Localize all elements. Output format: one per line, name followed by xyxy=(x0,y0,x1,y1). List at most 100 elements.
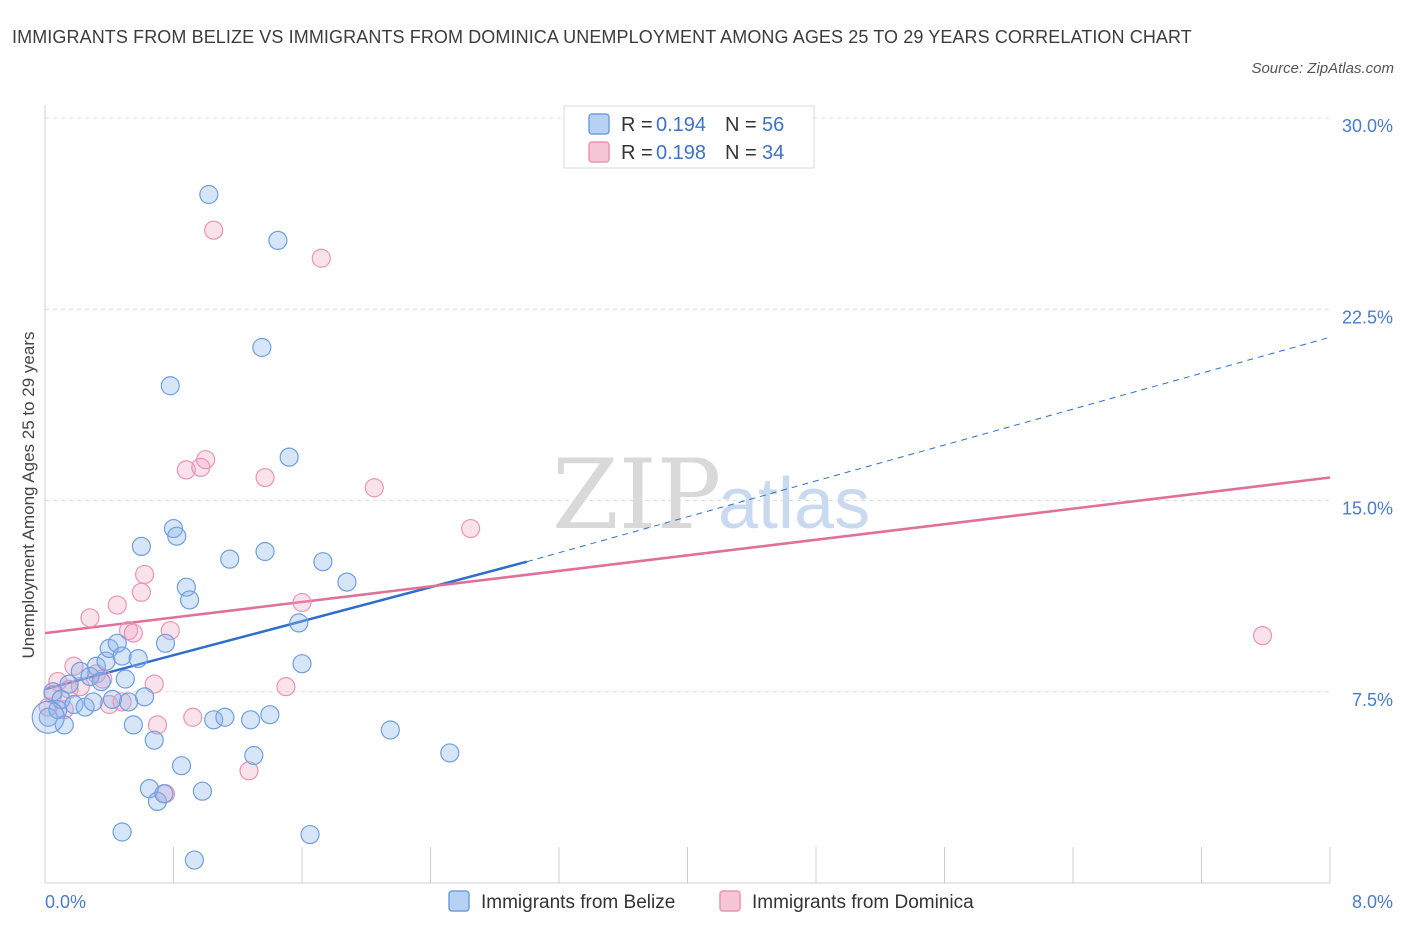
point-belize-32 xyxy=(176,577,196,597)
series-dominica-points xyxy=(38,220,1273,804)
point-belize-53 xyxy=(440,743,460,763)
point-belize-28 xyxy=(160,376,180,396)
point-dominica-28 xyxy=(276,677,296,697)
legend-belize-n-label: N = xyxy=(725,114,757,136)
point-belize-49 xyxy=(300,824,320,845)
point-belize-9 xyxy=(80,666,100,687)
point-belize-48 xyxy=(292,654,312,674)
point-dominica-21 xyxy=(176,460,196,480)
point-dominica-7 xyxy=(80,608,100,628)
point-belize-55 xyxy=(154,784,174,804)
bottom-legend-dominica: Immigrants from Dominica xyxy=(752,892,974,913)
axes xyxy=(44,105,1331,884)
bottom-legend-belize: Immigrants from Belize xyxy=(481,892,675,913)
grid-lines xyxy=(45,117,1330,693)
point-dominica-4 xyxy=(59,679,79,699)
point-belize-17 xyxy=(112,646,132,666)
point-belize-41 xyxy=(244,745,264,766)
tick-labels: 7.5% 15.0% 22.5% 30.0% 0.0% 8.0% xyxy=(45,116,1393,912)
point-belize-46 xyxy=(279,447,299,467)
point-belize-45 xyxy=(268,230,288,250)
legend-dominica-n-label: N = xyxy=(725,142,757,164)
point-dominica-29 xyxy=(292,592,312,613)
point-dominica-20 xyxy=(160,620,180,641)
bottom-legend-swatch-belize xyxy=(448,890,470,912)
watermark-atlas: atlas xyxy=(718,464,870,544)
trend-belize-dashed xyxy=(526,336,1331,563)
point-belize-40 xyxy=(241,710,261,730)
point-belize-5 xyxy=(59,674,79,694)
point-dominica-15 xyxy=(131,582,151,602)
point-belize-16 xyxy=(107,633,127,653)
point-belize-38 xyxy=(215,707,235,727)
legend-box: R = 0.194 N = 56 R = 0.198 N = 34 xyxy=(563,105,815,169)
point-dominica-11 xyxy=(107,595,127,615)
legend-swatch-dominica xyxy=(588,141,610,163)
point-belize-42 xyxy=(252,337,272,358)
point-dominica-25 xyxy=(204,220,224,240)
series-belize-points xyxy=(31,184,460,870)
legend-dominica-r-label: R = xyxy=(621,142,653,164)
point-belize-20 xyxy=(123,715,143,735)
point-dominica-6 xyxy=(70,677,90,697)
point-belize-31 xyxy=(171,756,192,776)
point-belize-47 xyxy=(289,613,309,633)
bottom-legend: Immigrants from Belize Immigrants from D… xyxy=(448,890,974,913)
point-belize-35 xyxy=(192,781,213,801)
point-dominica-30 xyxy=(311,248,331,268)
point-belize-0 xyxy=(38,707,58,727)
point-belize-10 xyxy=(83,692,103,712)
point-dominica-16 xyxy=(134,564,155,585)
point-belize-51 xyxy=(337,572,357,592)
point-belize-37 xyxy=(204,710,224,730)
point-dominica-33 xyxy=(1252,626,1273,646)
point-dominica-32 xyxy=(461,518,481,539)
point-belize-18 xyxy=(115,669,135,689)
legend-belize-n-value: 56 xyxy=(762,114,784,136)
point-dominica-14 xyxy=(123,623,143,643)
point-belize-22 xyxy=(131,536,151,557)
point-belize-cluster xyxy=(31,700,65,734)
point-belize-23 xyxy=(134,687,155,707)
point-belize-33 xyxy=(179,590,200,610)
point-belize-19 xyxy=(118,692,139,712)
trend-lines xyxy=(44,336,1331,691)
point-dominica-26 xyxy=(239,761,259,781)
watermark-zip: ZIP xyxy=(552,439,721,551)
point-belize-1 xyxy=(43,682,63,702)
point-belize-50 xyxy=(313,552,333,572)
point-belize-25 xyxy=(144,730,164,750)
point-belize-21 xyxy=(128,648,148,669)
x-tick-label-0: 0.0% xyxy=(45,892,86,912)
point-dominica-31 xyxy=(364,478,384,498)
point-dominica-17 xyxy=(144,674,164,694)
legend-swatch-belize xyxy=(588,113,610,135)
y-tick-label-0: 7.5% xyxy=(1352,690,1393,710)
point-belize-39 xyxy=(220,549,240,569)
watermark: ZIP atlas xyxy=(552,439,870,551)
point-belize-43 xyxy=(255,541,275,562)
legend-dominica-n-value: 34 xyxy=(762,142,784,164)
point-belize-15 xyxy=(102,689,123,710)
point-dominica-18 xyxy=(147,715,168,735)
point-belize-27 xyxy=(155,633,176,653)
y-tick-label-1: 15.0% xyxy=(1342,499,1393,519)
point-dominica-22 xyxy=(183,707,203,727)
point-dominica-27 xyxy=(255,467,275,488)
y-tick-label-3: 30.0% xyxy=(1342,116,1393,136)
source-label: Source: ZipAtlas.com xyxy=(1251,60,1394,77)
trend-belize-solid xyxy=(44,560,528,691)
y-tick-label-2: 22.5% xyxy=(1342,307,1393,327)
point-belize-11 xyxy=(86,656,107,676)
legend-belize-r-value: 0.194 xyxy=(656,114,706,136)
point-belize-34 xyxy=(184,850,204,870)
point-belize-26 xyxy=(147,791,168,812)
point-belize-44 xyxy=(260,705,280,725)
legend-dominica-r-value: 0.198 xyxy=(656,142,706,164)
point-belize-30 xyxy=(167,526,187,546)
point-belize-54 xyxy=(112,822,132,842)
legend-belize-r-label: R = xyxy=(621,114,653,136)
point-belize-6 xyxy=(64,694,84,715)
point-belize-12 xyxy=(91,671,111,692)
